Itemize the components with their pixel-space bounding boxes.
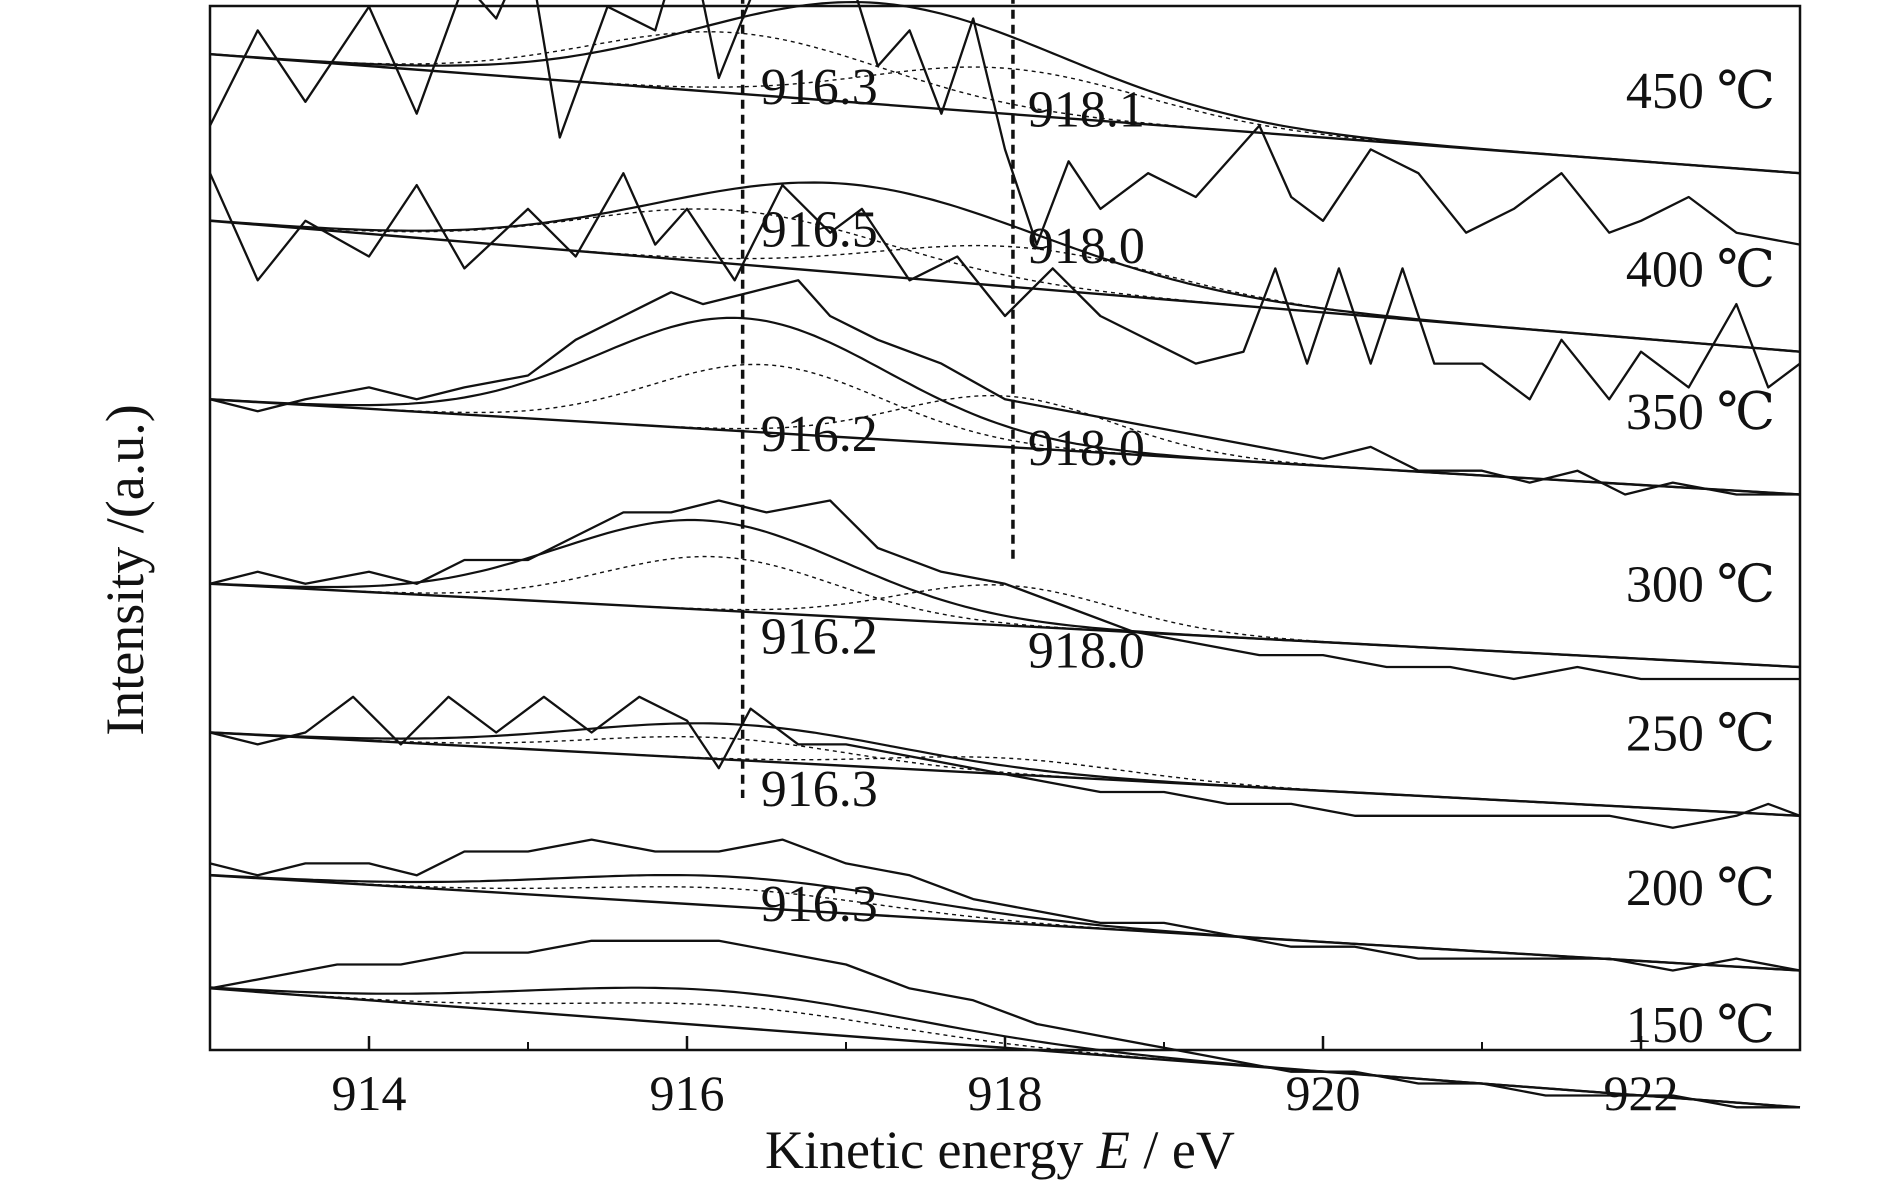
peak-markers-layer (740, 0, 1015, 798)
peak-label: 916.2 (761, 608, 878, 665)
spectrum-3 (209, 499, 1801, 681)
peak-label: 916.5 (761, 202, 878, 259)
temperature-label: 450 ℃ (1626, 63, 1775, 120)
spectrum-0 (208, 0, 1801, 246)
peak-label: 918.1 (1028, 81, 1145, 138)
spectrum-4 (209, 695, 1801, 829)
fit-envelope (209, 181, 1801, 353)
peak-label: 916.3 (761, 761, 878, 818)
spectra-layer (208, 0, 1801, 1109)
raw-spectrum-line (209, 939, 1800, 1109)
raw-spectrum-line (208, 0, 1801, 246)
peak-label: 918.0 (1028, 420, 1145, 477)
y-axis-label: Intensity /(a.u.) (95, 404, 155, 735)
raw-spectrum-line (209, 499, 1800, 681)
x-axis-label: Kinetic energy E / eV (765, 1120, 1235, 1180)
x-tick-label: 914 (332, 1065, 407, 1121)
fit-component-2 (209, 53, 1801, 174)
spectrum-2 (209, 279, 1801, 496)
fit-envelope (209, 316, 1801, 496)
temperature-label: 350 ℃ (1626, 384, 1775, 441)
x-tick-label: 920 (1286, 1065, 1361, 1121)
spectrum-1 (208, 172, 1801, 401)
x-tick-label: 916 (650, 1065, 725, 1121)
fit-envelope (209, 873, 1801, 972)
plot-frame (208, 4, 1802, 1052)
x-tick-label: 922 (1604, 1065, 1679, 1121)
fit-envelope (209, 518, 1801, 669)
raw-spectrum-line (209, 279, 1800, 496)
peak-label: 918.0 (1028, 218, 1145, 275)
raw-spectrum-line (208, 172, 1801, 401)
temperature-label: 300 ℃ (1626, 557, 1775, 614)
temperature-label: 150 ℃ (1626, 997, 1775, 1054)
peak-label: 918.0 (1028, 623, 1145, 680)
fit-envelope (209, 722, 1801, 817)
spectrum-5 (209, 838, 1801, 972)
x-axis-ticks: 914 916 918 920 922 (209, 1036, 1801, 1121)
annotations-layer: 450 ℃ 916.3 918.0 400 ℃ 916.3 918.1 350 ℃ 916.5… (761, 59, 1775, 1054)
peak-label: 916.3 (761, 59, 878, 116)
fit-component-2 (209, 220, 1801, 353)
fit-envelope (209, 0, 1801, 175)
temperature-label: 400 ℃ (1626, 241, 1775, 298)
peak-label: 916.2 (761, 406, 878, 463)
fit-component-2 (209, 583, 1801, 668)
temperature-label: 250 ℃ (1626, 705, 1775, 762)
fit-component-1 (209, 555, 1801, 668)
temperature-label: 200 ℃ (1626, 860, 1775, 917)
raw-spectrum-line (209, 695, 1801, 829)
fit-component-2 (209, 731, 1801, 817)
x-tick-label: 918 (968, 1065, 1043, 1121)
peak-label: 916.3 (761, 876, 878, 933)
raw-spectrum-line (209, 838, 1801, 972)
